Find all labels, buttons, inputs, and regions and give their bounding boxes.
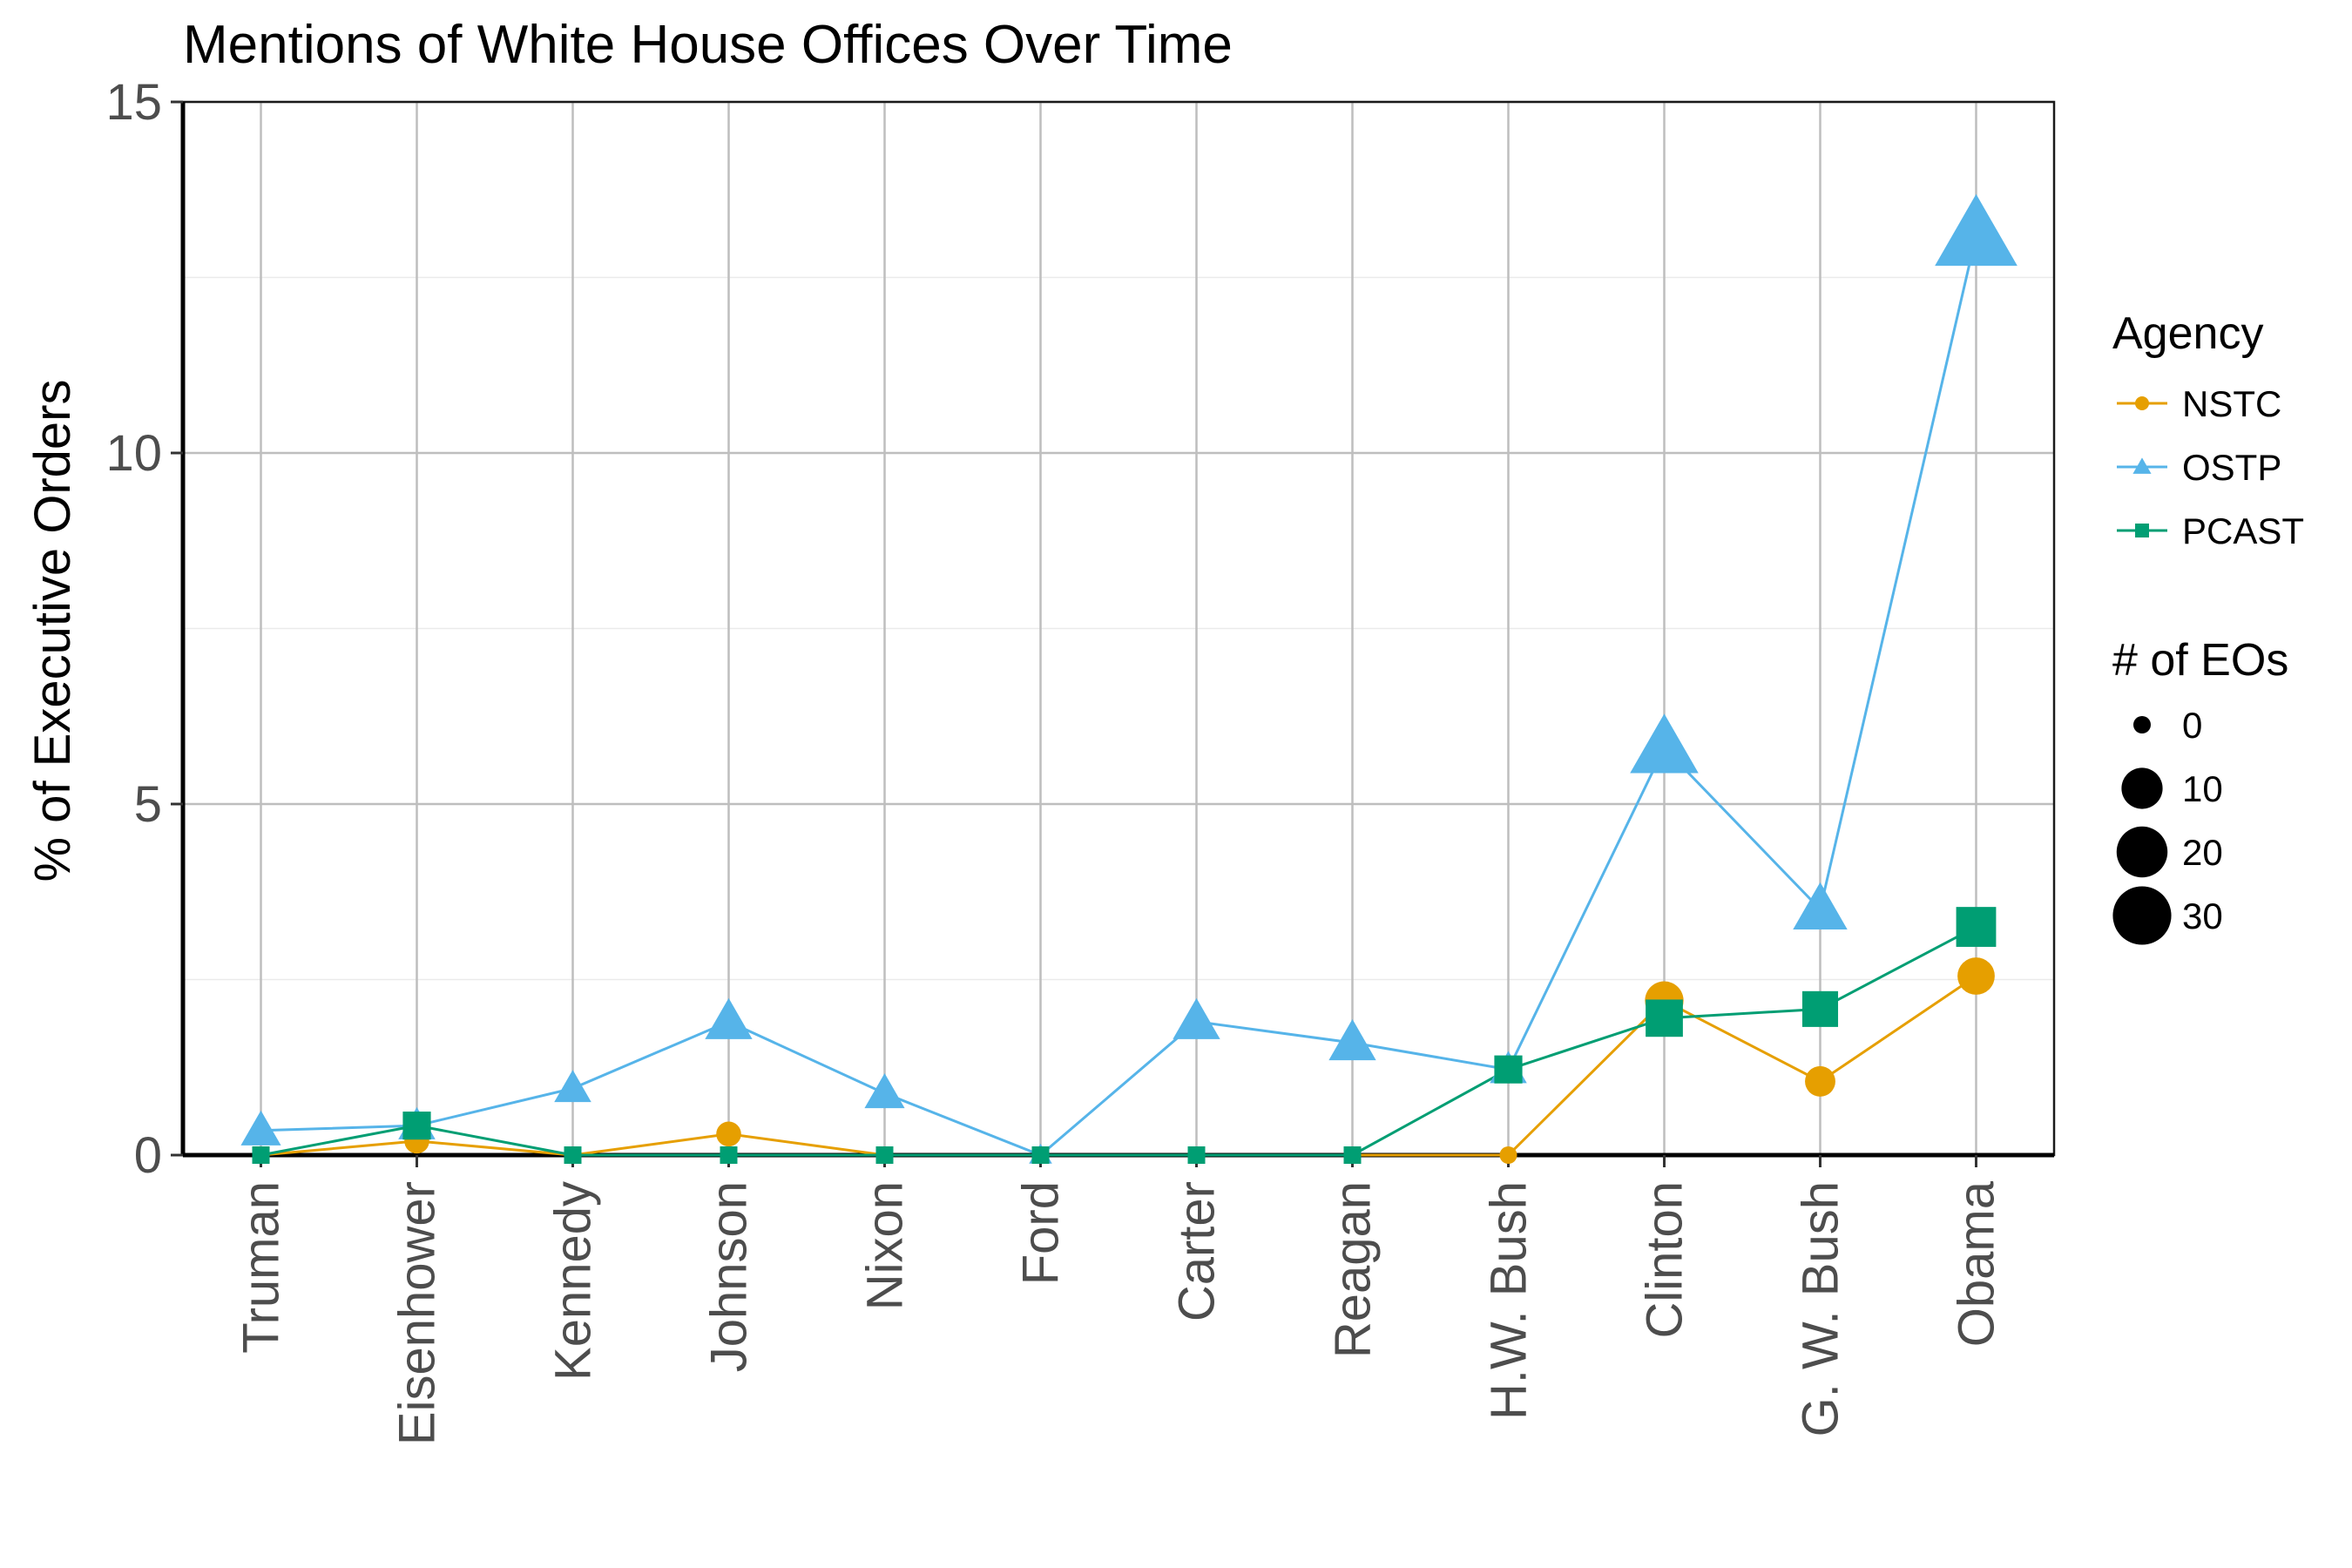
series-line-ostp (260, 234, 1977, 1157)
series-line-pcast (260, 925, 1977, 1157)
data-point-pcast (1494, 1055, 1523, 1084)
legend-size-label: 20 (2182, 832, 2223, 873)
legend-size-dot (2116, 826, 2168, 878)
y-tick-label: 0 (134, 1127, 162, 1184)
x-tick-label: Kennedy (545, 1181, 602, 1381)
legend-key-marker-ostp (2132, 457, 2152, 474)
x-tick-label: Reagan (1325, 1181, 1382, 1358)
data-point-nstc (1805, 1065, 1835, 1097)
legend-size-label: 30 (2182, 896, 2223, 936)
x-tick-label: Carter (1169, 1181, 1226, 1321)
data-point-pcast (1031, 1146, 1050, 1164)
data-point-pcast (1801, 990, 1839, 1027)
series (240, 193, 2017, 1164)
data-point-pcast (564, 1146, 582, 1164)
data-point-nstc (716, 1121, 741, 1147)
data-point-pcast (1956, 907, 1997, 947)
x-tick-label: H.W. Bush (1481, 1181, 1538, 1420)
data-point-pcast (720, 1146, 738, 1164)
x-tick-label: Eisenhower (389, 1181, 446, 1445)
legend-label-pcast: PCAST (2182, 510, 2304, 551)
legend: Agency # of EOs NSTC OSTP PCAST 0 10 20 30 (2112, 308, 2304, 945)
legend-size-label: 0 (2182, 705, 2202, 746)
chart-title: Mentions of White House Offices Over Tim… (183, 15, 1233, 75)
data-point-pcast (1646, 999, 1683, 1037)
legend-key-marker-pcast (2135, 524, 2149, 537)
x-tick-label: Truman (233, 1181, 290, 1354)
y-tick-label: 15 (105, 74, 162, 131)
data-point-pcast (402, 1112, 431, 1140)
data-point-ostp (1173, 997, 1220, 1039)
legend-size-title: # of EOs (2112, 635, 2288, 686)
data-point-ostp (705, 997, 753, 1039)
data-point-pcast (875, 1146, 894, 1164)
data-point-ostp (864, 1072, 905, 1109)
legend-agency-title: Agency (2112, 308, 2263, 359)
data-point-ostp (1793, 882, 1848, 929)
legend-key-marker-nstc (2135, 396, 2149, 410)
y-tick-label: 5 (134, 776, 162, 833)
data-point-pcast (1343, 1146, 1362, 1164)
legend-size-dot (2133, 716, 2151, 733)
legend-size-dot (2121, 767, 2163, 809)
legend-label-nstc: NSTC (2182, 383, 2281, 424)
data-point-ostp (1328, 1018, 1376, 1061)
x-tick-label: Johnson (701, 1181, 758, 1372)
data-point-pcast (1187, 1146, 1206, 1164)
data-point-ostp (1935, 193, 2017, 267)
x-tick-label: Obama (1949, 1180, 2005, 1347)
legend-size-dot (2112, 886, 2172, 945)
data-point-nstc (1499, 1146, 1517, 1164)
data-point-pcast (252, 1146, 270, 1164)
x-tick-label: Ford (1013, 1181, 1070, 1285)
data-point-nstc (1957, 957, 1995, 995)
axes: 0 5 10 15 Truman Eisenhower Kennedy Johnson Nixo… (105, 74, 2056, 1445)
y-axis-label: % of Executive Orders (24, 380, 81, 882)
data-point-ostp (240, 1110, 281, 1146)
x-tick-label: Clinton (1637, 1181, 1693, 1339)
y-tick-label: 10 (105, 425, 162, 482)
legend-size-label: 10 (2182, 768, 2223, 809)
x-tick-label: G. W. Bush (1793, 1181, 1849, 1436)
x-tick-label: Nixon (857, 1181, 914, 1310)
legend-label-ostp: OSTP (2182, 447, 2281, 488)
data-point-ostp (554, 1070, 591, 1103)
data-point-ostp (1630, 713, 1699, 774)
